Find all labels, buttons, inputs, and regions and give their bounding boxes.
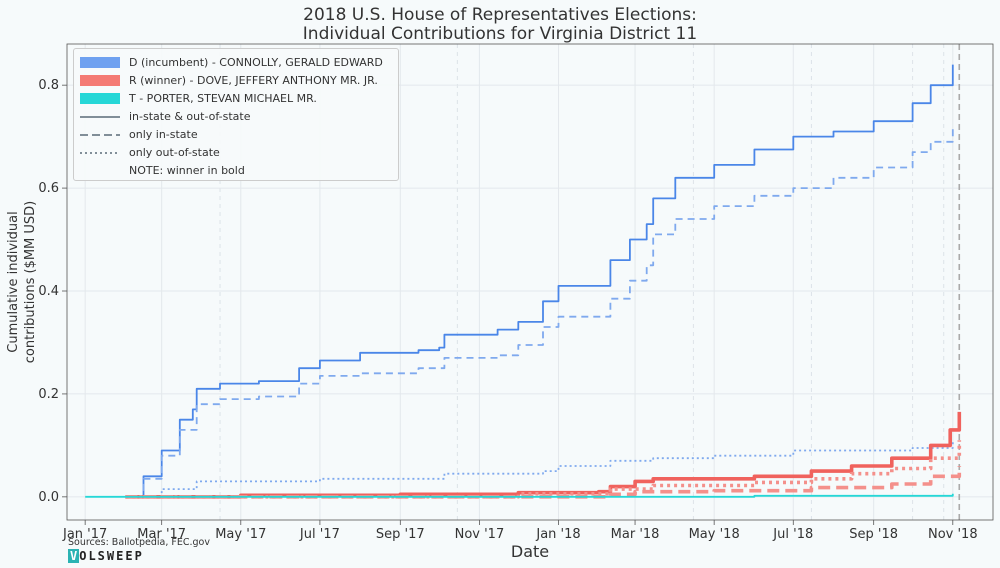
y-tick-label: 0.2 [38,387,59,402]
series-line-d-only-in-state [125,126,954,498]
legend-item-d: D (incumbent) - CONNOLLY, GERALD EDWARD [80,53,383,71]
chart-title-line2: Individual Contributions for Virginia Di… [302,24,698,44]
x-axis-label: Date [511,542,549,561]
x-tick-label: Nov '18 [928,527,978,542]
series-line-r-only-out-of-state [125,440,962,499]
legend-item-dot: only out-of-state [80,143,220,161]
x-tick-label: Jan '18 [535,527,580,542]
legend-item-t: T - PORTER, STEVAN MICHAEL MR. [80,89,317,107]
legend-label-t: T - PORTER, STEVAN MICHAEL MR. [129,91,317,105]
volsweep-logo: V OLSWEEP [68,549,144,563]
x-tick-label: Sep '18 [849,527,898,542]
legend-solid-line-icon [80,115,120,118]
legend-label-dash: only in-state [129,127,198,141]
legend-item-dash: only in-state [80,125,198,143]
legend-swatch-r [80,74,120,86]
sources-note: Sources: Ballotpedia, FEC.gov [68,537,210,548]
x-tick-label: Jan '17 [62,527,107,542]
y-tick-label: 0.6 [38,181,59,196]
legend-item-r: R (winner) - DOVE, JEFFERY ANTHONY MR. J… [80,71,378,89]
legend: D (incumbent) - CONNOLLY, GERALD EDWARD … [73,48,399,181]
legend-label-d: D (incumbent) - CONNOLLY, GERALD EDWARD [129,55,383,69]
plot-frame [66,43,994,521]
legend-swatch-t [80,92,120,104]
x-tick-label: Mar '17 [137,527,186,542]
legend-dotted-line-icon [80,151,120,154]
legend-dashed-line-icon [80,133,120,136]
series-line-r-in-state-out-of-state [125,411,962,499]
series-lines [85,44,962,520]
series-line-d-in-state-out-of-state [125,64,954,498]
series-line-r-only-in-state [125,466,962,499]
legend-label-r: R (winner) - DOVE, JEFFERY ANTHONY MR. J… [129,73,378,87]
x-tick-label: Mar '18 [611,527,660,542]
chart-title-line1: 2018 U.S. House of Representatives Elect… [303,5,697,25]
y-tick-label: 0.8 [38,78,59,93]
legend-item-note: NOTE: winner in bold [80,161,245,179]
x-axis-ticks: Jan '17 Mar '17 May '17 Jul '17 Sep '17 Nov '… [62,520,978,542]
x-tick-label: May '18 [689,527,740,542]
y-tick-label: 0.0 [38,490,59,505]
legend-swatch-d [80,56,120,68]
series-line-d-only-out-of-state [125,440,954,498]
y-axis-label-line2: contributions ($MM USD) [23,201,38,363]
legend-label-dot: only out-of-state [129,145,220,159]
y-axis-ticks: 0.0 0.2 0.4 0.6 0.8 [38,78,67,505]
x-tick-label: Jul '18 [772,527,813,542]
x-tick-label: Jul '17 [299,527,340,542]
legend-note: NOTE: winner in bold [129,163,245,177]
legend-label-solid: in-state & out-of-state [129,109,251,123]
x-tick-label: May '17 [215,527,266,542]
legend-item-solid: in-state & out-of-state [80,107,250,125]
y-tick-label: 0.4 [38,284,59,299]
y-axis-label-line1: Cumulative individual [6,211,21,352]
x-tick-label: Nov '17 [455,527,505,542]
series-line-t-in-state-out-of-state [85,493,954,498]
x-tick-label: Sep '17 [376,527,425,542]
